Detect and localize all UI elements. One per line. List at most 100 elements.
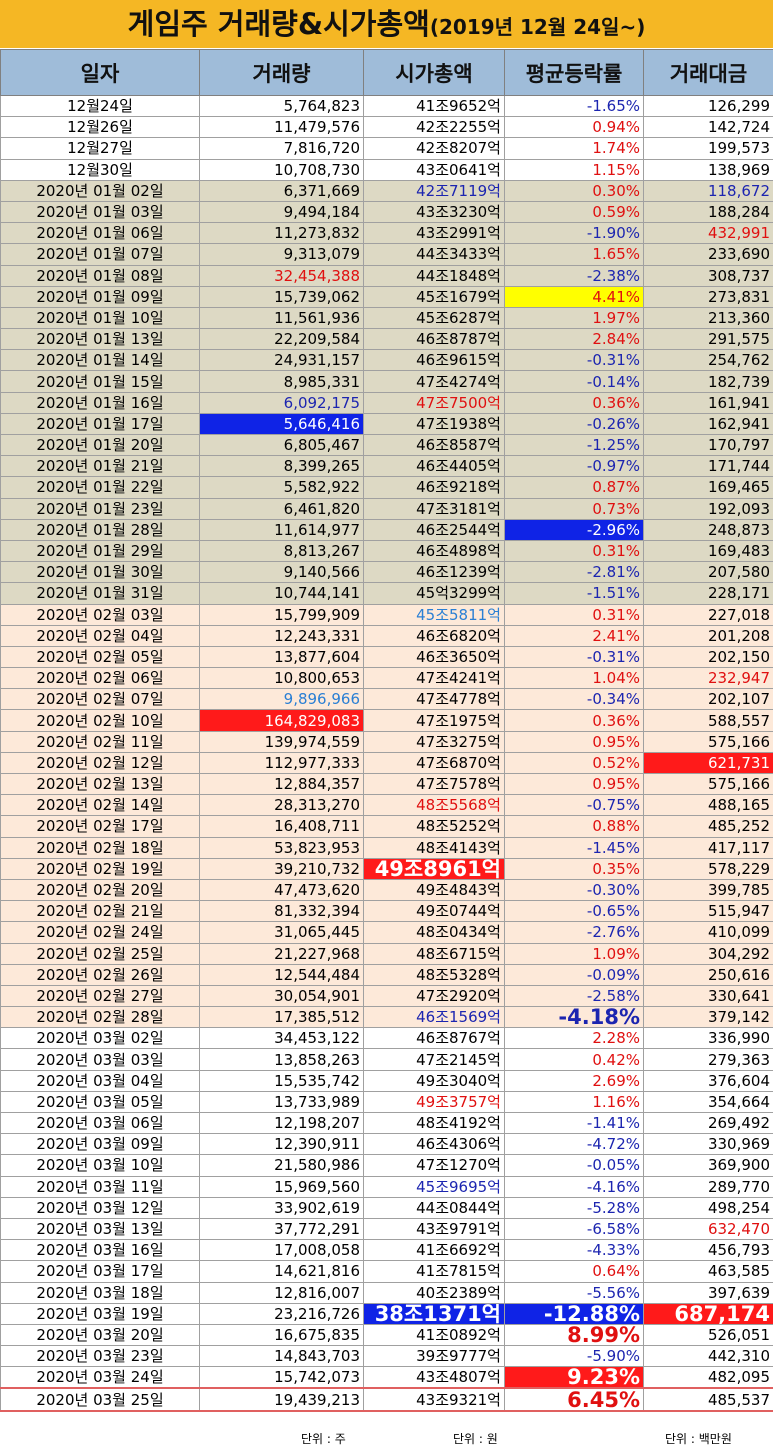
row-date: 2020년 02월 26일 [0,963,200,986]
table-row: 2020년 01월 29일 8,813,267 46조4898억 0.31% 169,4… [0,539,773,563]
row-avg-change: -0.09% [504,963,644,986]
row-date: 2020년 02월 13일 [0,772,200,796]
row-volume: 11,273,832 [199,222,364,245]
table-row: 2020년 01월 21일 8,399,265 46조4405억 -0.97% 171,… [0,455,773,478]
row-trade-value: 304,292 [643,942,773,965]
row-market-cap: 40조2389억 [363,1281,505,1304]
row-market-cap: 41조6692억 [363,1239,505,1262]
row-market-cap: 43조3230억 [363,200,505,224]
row-volume: 11,614,977 [199,518,364,541]
table-row: 12월26일 11,479,576 42조2255억 0.94% 142,724 [0,116,773,139]
row-volume: 19,439,213 [199,1387,364,1412]
row-volume: 8,985,331 [199,370,364,393]
table-row: 2020년 03월 24일 15,742,073 43조4807억 9.23% 482,… [0,1366,773,1389]
table-row: 2020년 03월 16일 17,008,058 41조6692억 -4.33% 456… [0,1239,773,1262]
row-trade-value: 227,018 [643,603,773,626]
row-volume: 24,931,157 [199,349,364,372]
row-avg-change: -1.25% [504,433,644,457]
row-trade-value: 354,664 [643,1090,773,1114]
row-volume: 5,582,922 [199,476,364,499]
row-volume: 22,209,584 [199,328,364,351]
row-avg-change: 9.23% [504,1366,644,1389]
table-row: 2020년 02월 26일 12,544,484 48조5328억 -0.09% 250… [0,963,773,986]
row-volume: 37,772,291 [199,1217,364,1241]
table-row: 2020년 02월 18일 53,823,953 48조4143억 -1.45% 417… [0,836,773,859]
row-trade-value: 632,470 [643,1217,773,1241]
row-trade-value: 228,171 [643,582,773,605]
row-volume: 9,494,184 [199,200,364,224]
row-trade-value: 192,093 [643,497,773,520]
row-market-cap: 46조3650억 [363,645,505,669]
row-trade-value: 376,604 [643,1069,773,1092]
table-row: 2020년 01월 15일 8,985,331 47조4274억 -0.14% 182,… [0,370,773,393]
row-date: 2020년 03월 05일 [0,1090,200,1114]
row-date: 2020년 01월 21일 [0,455,200,478]
row-trade-value: 213,360 [643,306,773,330]
row-market-cap: 44조1848억 [363,264,505,287]
row-market-cap: 48조5252억 [363,815,505,838]
row-volume: 13,877,604 [199,645,364,669]
table-row: 2020년 02월 28일 17,385,512 46조1569억 -4.18% 379… [0,1006,773,1029]
table-row: 2020년 03월 12일 33,902,619 44조0844억 -5.28% 498… [0,1196,773,1219]
title-main: 게임주 거래량&시가총액 [127,7,430,41]
row-market-cap: 47조6870억 [363,751,505,775]
row-date: 2020년 02월 19일 [0,857,200,880]
row-avg-change: 0.73% [504,497,644,520]
row-market-cap: 46조8767억 [363,1027,505,1050]
row-market-cap: 46조9218억 [363,476,505,499]
table-row: 12월24일 5,764,823 41조9652억 -1.65% 126,299 [0,94,773,118]
row-volume: 16,675,835 [199,1323,364,1347]
row-volume: 6,461,820 [199,497,364,520]
row-volume: 21,227,968 [199,942,364,965]
row-market-cap: 48조5568억 [363,794,505,817]
row-volume: 31,065,445 [199,921,364,944]
row-avg-change: -6.58% [504,1217,644,1241]
row-date: 2020년 03월 16일 [0,1239,200,1262]
table-row: 2020년 03월 04일 15,535,742 49조3040억 2.69% 376,… [0,1069,773,1092]
row-volume: 12,816,007 [199,1281,364,1304]
table-row: 2020년 01월 07일 9,313,079 44조3433억 1.65% 233,6… [0,243,773,266]
table-row: 2020년 02월 14일 28,313,270 48조5568억 -0.75% 488… [0,794,773,817]
table-row: 2020년 02월 07일 9,896,966 47조4778억 -0.34% 202,… [0,688,773,711]
row-avg-change: 0.88% [504,815,644,838]
row-date: 2020년 03월 09일 [0,1133,200,1156]
row-market-cap: 47조2920억 [363,984,505,1008]
row-market-cap: 44조0844억 [363,1196,505,1219]
row-volume: 9,140,566 [199,561,364,584]
row-market-cap: 46조1239억 [363,561,505,584]
row-market-cap: 48조4192억 [363,1111,505,1135]
row-trade-value: 687,174 [643,1302,773,1325]
row-avg-change: -1.41% [504,1111,644,1135]
row-market-cap: 43조9791억 [363,1217,505,1241]
row-trade-value: 162,941 [643,412,773,436]
row-date: 2020년 01월 13일 [0,328,200,351]
row-avg-change: 0.52% [504,751,644,775]
row-avg-change: -0.75% [504,794,644,817]
row-avg-change: -4.72% [504,1133,644,1156]
row-date: 2020년 01월 03일 [0,200,200,224]
row-volume: 47,473,620 [199,878,364,902]
row-volume: 39,210,732 [199,857,364,880]
row-date: 2020년 02월 07일 [0,688,200,711]
row-avg-change: 8.99% [504,1323,644,1347]
row-market-cap: 47조1270억 [363,1154,505,1177]
row-avg-change: 1.97% [504,306,644,330]
row-avg-change: 0.30% [504,179,644,202]
row-trade-value: 369,900 [643,1154,773,1177]
header-avg-change: 평균등락률 [504,49,644,96]
row-trade-value: 188,284 [643,200,773,224]
table-row: 2020년 01월 16일 6,092,175 47조7500억 0.36% 161,9… [0,391,773,414]
row-avg-change: -12.88% [504,1302,644,1325]
table-row: 12월27일 7,816,720 42조8207억 1.74% 199,573 [0,137,773,160]
row-market-cap: 47조7500억 [363,391,505,414]
row-avg-change: -4.16% [504,1175,644,1198]
row-trade-value: 336,990 [643,1027,773,1050]
row-trade-value: 289,770 [643,1175,773,1198]
row-market-cap: 43조0641억 [363,158,505,181]
row-trade-value: 169,483 [643,539,773,563]
table-row: 2020년 01월 09일 15,739,062 45조1679억 4.41% 273,… [0,285,773,308]
row-avg-change: -0.31% [504,645,644,669]
row-avg-change: -5.56% [504,1281,644,1304]
row-avg-change: -1.90% [504,222,644,245]
row-volume: 112,977,333 [199,751,364,775]
